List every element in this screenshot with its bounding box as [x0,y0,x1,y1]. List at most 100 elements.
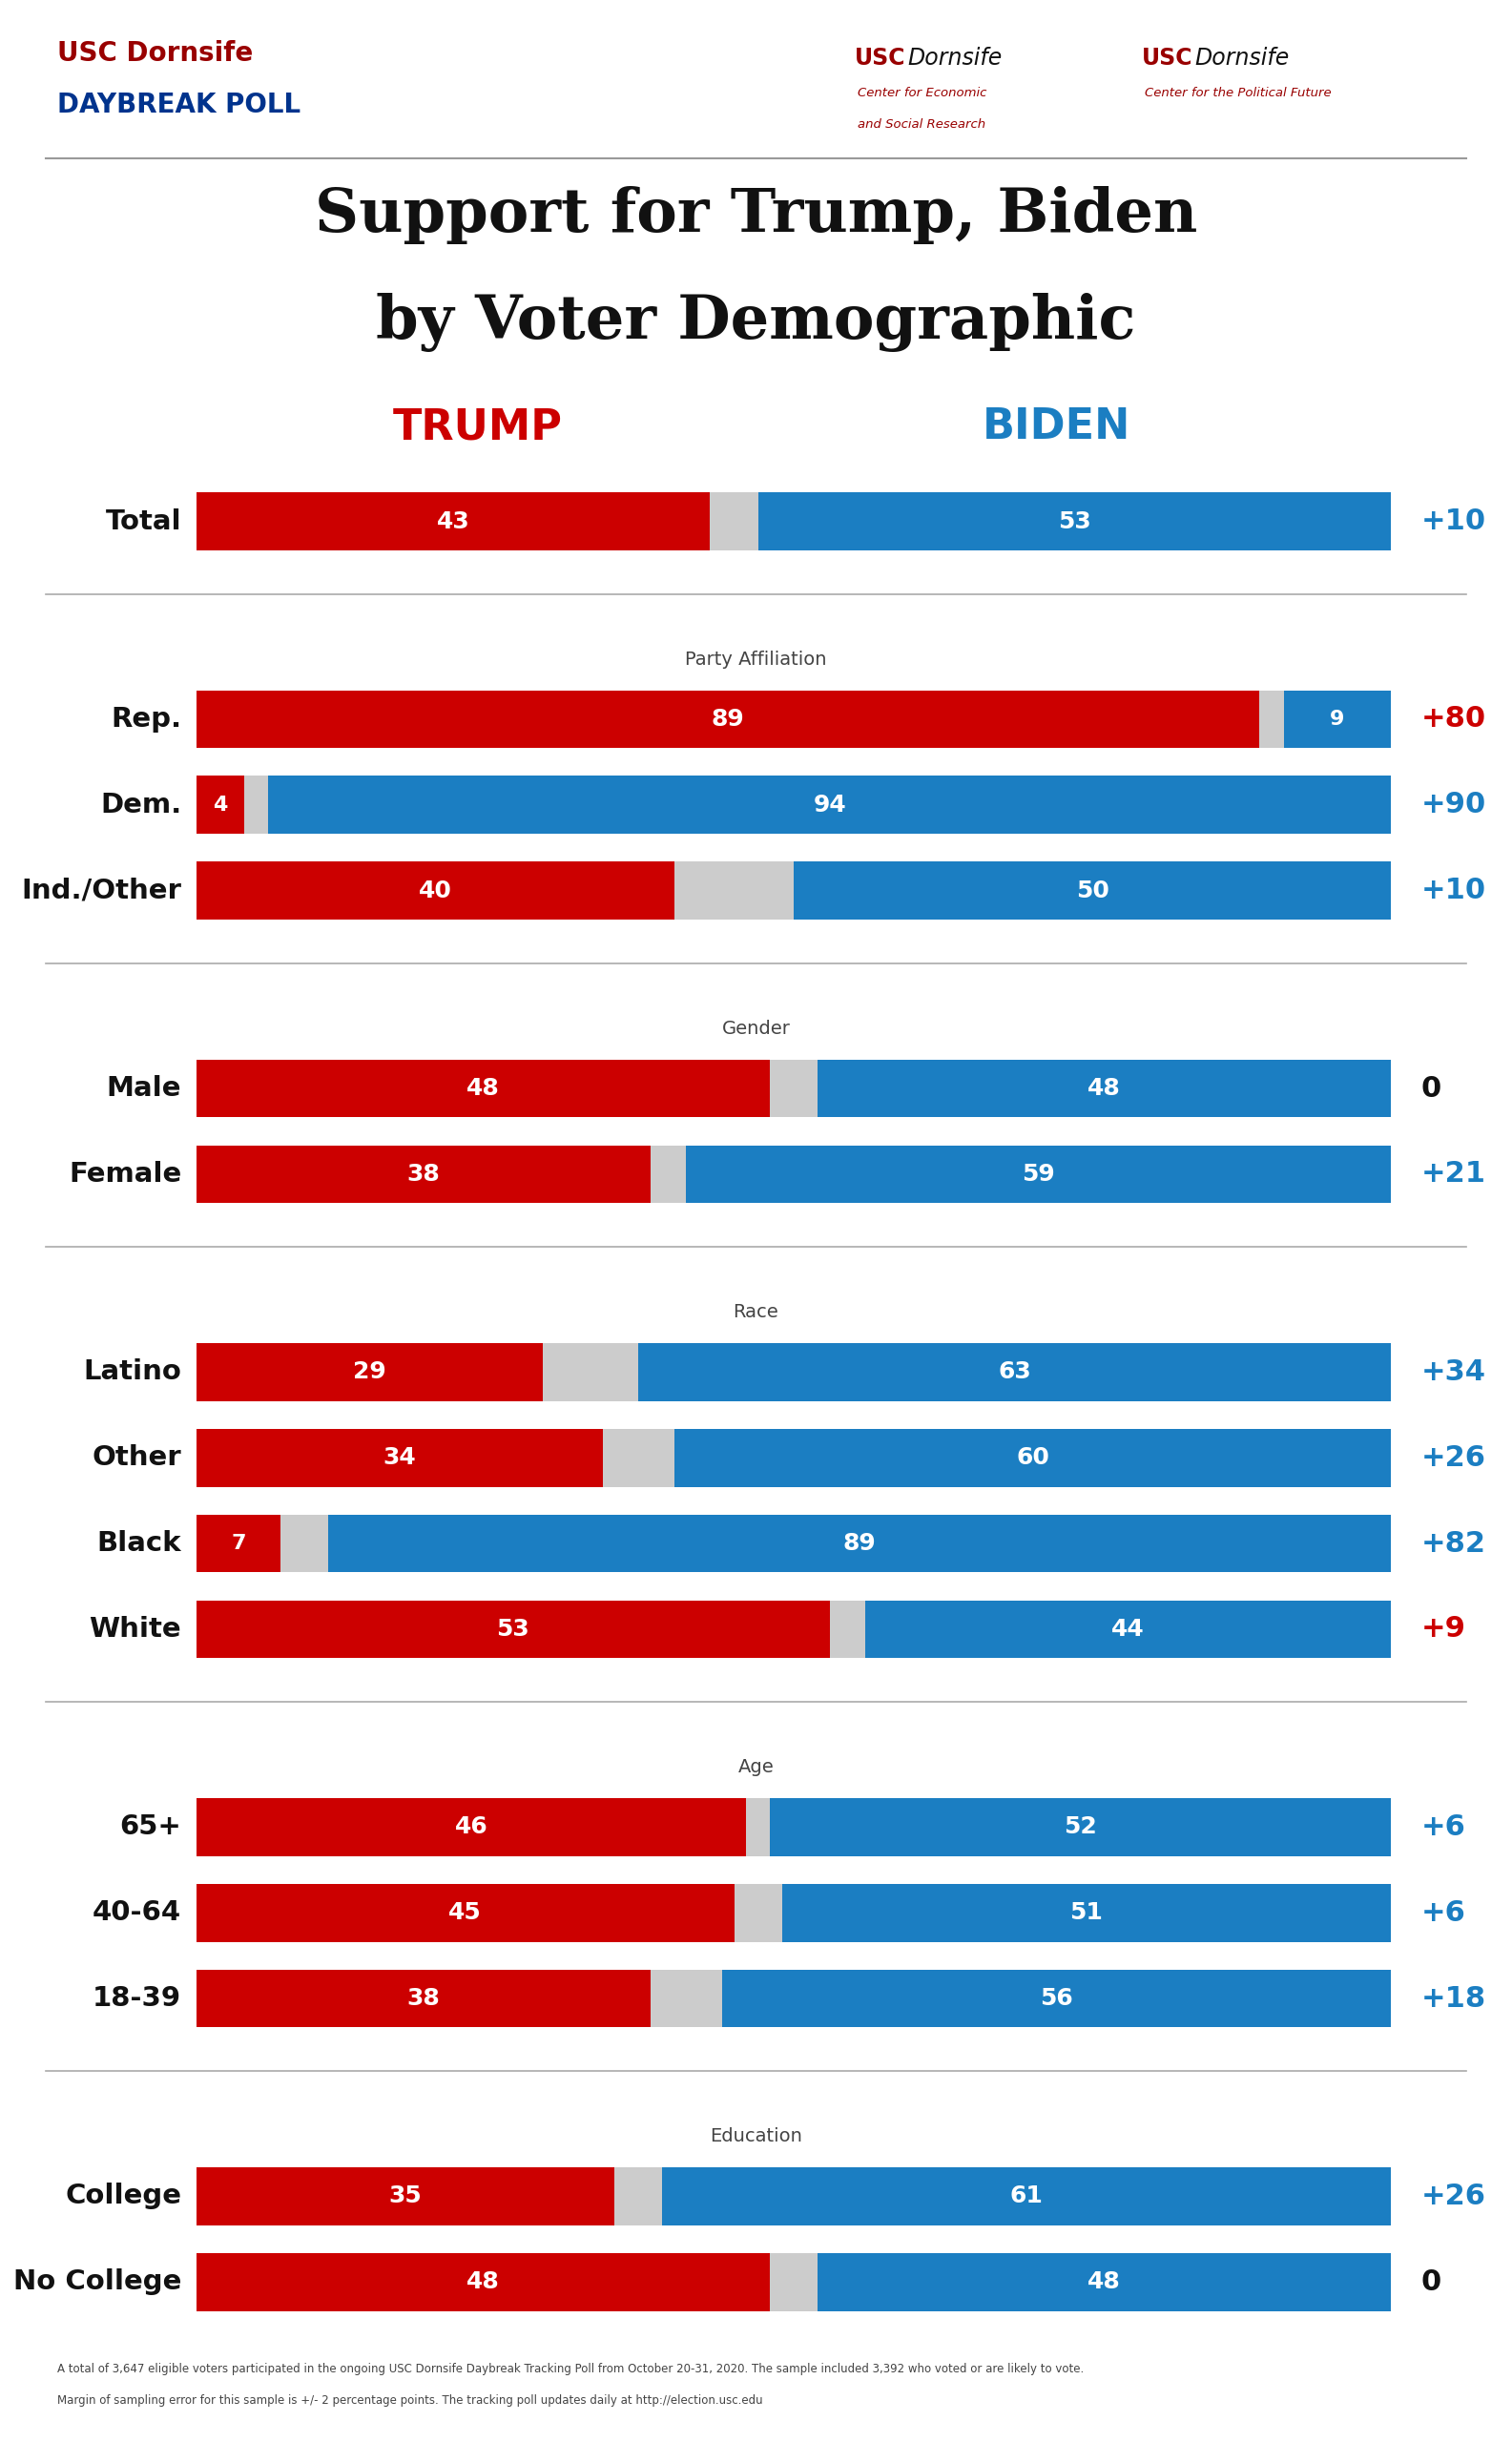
Text: 0: 0 [1421,1074,1441,1101]
Text: +6: +6 [1421,1900,1467,1927]
Bar [662,2168,1391,2225]
Text: 44: 44 [1111,1617,1145,1641]
Bar [674,862,794,921]
Text: 34: 34 [383,1446,416,1470]
Bar [614,2168,662,2225]
Text: 45: 45 [449,1902,482,1924]
Text: A total of 3,647 eligible voters participated in the ongoing USC Dornsife Daybre: A total of 3,647 eligible voters partici… [57,2361,1084,2376]
Bar [543,1343,638,1402]
Text: 60: 60 [1016,1446,1049,1470]
Bar [865,1600,1391,1658]
Bar [650,1971,723,2027]
Bar [328,1514,1391,1573]
Bar [1259,691,1284,747]
Text: +26: +26 [1421,2183,1486,2210]
Text: 40-64: 40-64 [92,1900,181,1927]
Text: 0: 0 [1421,2269,1441,2295]
Bar [197,1883,735,1941]
Text: Dornsife: Dornsife [1194,46,1290,71]
Text: and Social Research: and Social Research [857,117,986,132]
Bar [197,777,245,833]
Bar [674,1429,1391,1487]
Text: 59: 59 [1022,1162,1055,1187]
Text: +18: +18 [1421,1985,1486,2012]
Text: +82: +82 [1421,1529,1486,1558]
Bar [197,2168,614,2225]
Text: by Voter Demographic: by Voter Demographic [376,293,1136,352]
Bar [818,1060,1391,1118]
Bar [268,777,1391,833]
Bar [735,1883,782,1941]
Text: Gender: Gender [721,1018,791,1038]
Text: USC Dornsife: USC Dornsife [57,42,253,66]
Bar [197,862,674,921]
Text: 38: 38 [407,1162,440,1187]
Text: 61: 61 [1010,2186,1043,2208]
Bar [197,1145,650,1204]
Text: 94: 94 [813,794,847,816]
Bar [603,1429,674,1487]
Text: 40: 40 [419,879,452,901]
Text: 48: 48 [1087,2271,1120,2293]
Bar [830,1600,865,1658]
Text: 48: 48 [467,2271,500,2293]
Text: 4: 4 [213,796,228,816]
Bar [197,1514,280,1573]
Bar [782,1883,1391,1941]
Text: Total: Total [106,508,181,535]
Bar [650,1145,686,1204]
Bar [197,493,711,549]
Text: +10: +10 [1421,877,1486,904]
Bar [794,862,1391,921]
Text: Dornsife: Dornsife [907,46,1002,71]
Text: 53: 53 [1058,510,1092,532]
Text: USC: USC [1142,46,1193,71]
Text: 46: 46 [455,1814,488,1839]
Bar [197,691,1259,747]
Text: 52: 52 [1064,1814,1098,1839]
Text: +34: +34 [1421,1358,1486,1387]
Text: 48: 48 [1087,1077,1120,1099]
Bar [1284,691,1391,747]
Text: +6: +6 [1421,1814,1467,1841]
Bar [818,2254,1391,2310]
Bar [197,1600,830,1658]
Bar [770,1060,818,1118]
Text: 7: 7 [231,1534,246,1553]
Text: Dem.: Dem. [100,791,181,818]
Text: 18-39: 18-39 [92,1985,181,2012]
Bar [197,1971,650,2027]
Text: Education: Education [709,2127,803,2147]
Text: Other: Other [92,1443,181,1470]
Bar [245,777,268,833]
Text: Male: Male [106,1074,181,1101]
Text: +90: +90 [1421,791,1486,818]
Text: 43: 43 [437,510,470,532]
Text: 53: 53 [496,1617,529,1641]
Text: College: College [65,2183,181,2210]
Text: Age: Age [738,1758,774,1775]
Bar [638,1343,1391,1402]
Text: 89: 89 [712,708,745,730]
Text: 35: 35 [389,2186,422,2208]
Bar [197,1797,745,1856]
Bar [197,1060,770,1118]
Text: White: White [89,1617,181,1643]
Bar [723,1971,1391,2027]
Text: TRUMP: TRUMP [392,408,562,447]
Text: 38: 38 [407,1988,440,2010]
Text: 9: 9 [1331,711,1344,728]
Text: Support for Trump, Biden: Support for Trump, Biden [314,186,1198,244]
Bar [686,1145,1391,1204]
Bar [280,1514,328,1573]
Text: DAYBREAK POLL: DAYBREAK POLL [57,93,301,117]
Bar [770,1797,1391,1856]
Bar [770,2254,818,2310]
Text: +26: +26 [1421,1443,1486,1473]
Text: 65+: 65+ [119,1814,181,1841]
Text: 89: 89 [842,1531,875,1556]
Text: Margin of sampling error for this sample is +/- 2 percentage points. The trackin: Margin of sampling error for this sample… [57,2393,764,2408]
Text: Center for the Political Future: Center for the Political Future [1145,85,1331,100]
Text: Black: Black [97,1531,181,1558]
Text: +9: +9 [1421,1614,1467,1643]
